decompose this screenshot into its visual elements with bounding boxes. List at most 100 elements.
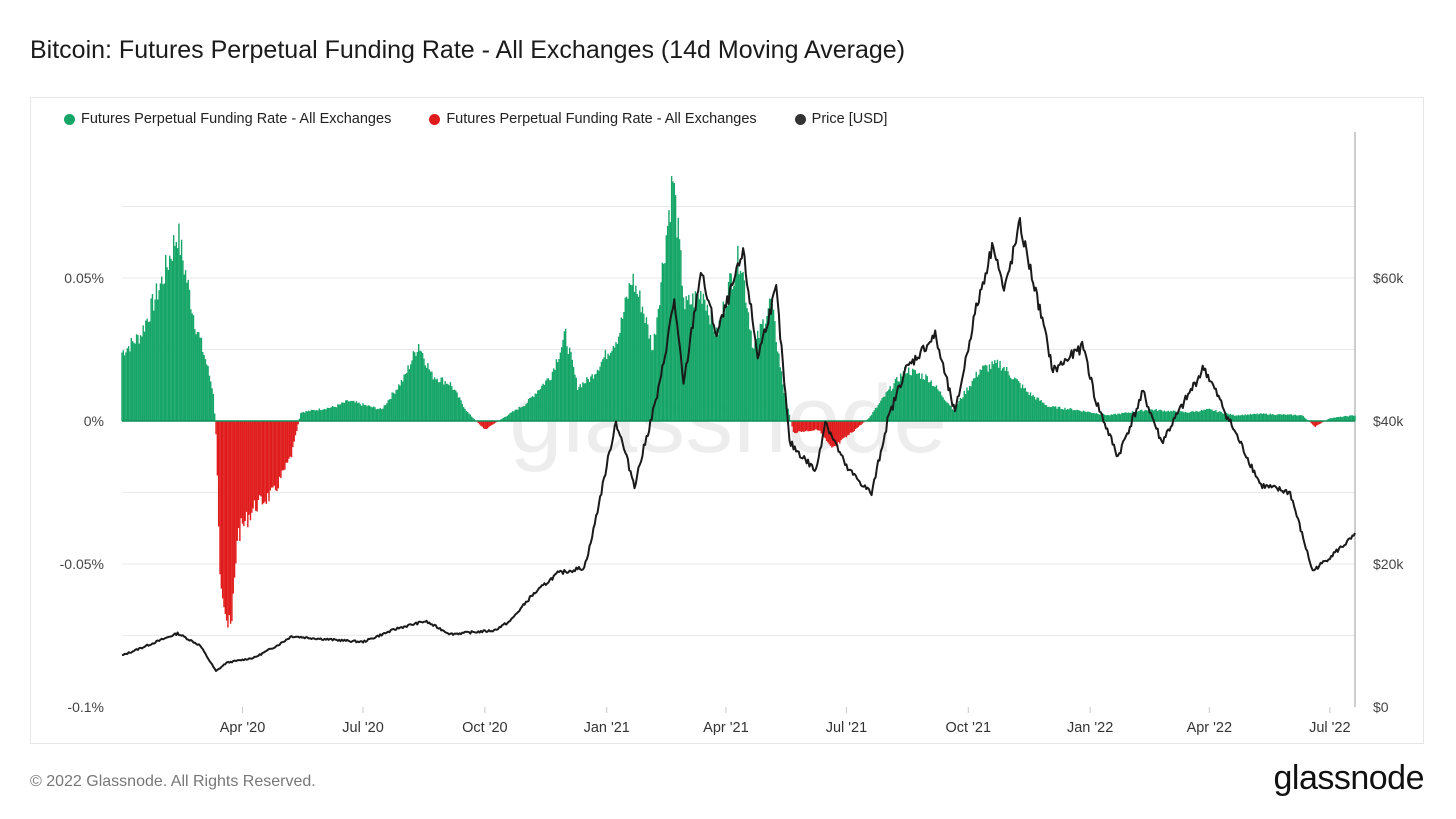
funding-bar-positive <box>1272 413 1274 421</box>
legend-item-price[interactable]: Price [USD] <box>794 111 887 127</box>
funding-bar-positive <box>878 403 881 421</box>
funding-bar-positive <box>1266 414 1269 421</box>
funding-bar-negative <box>239 421 241 542</box>
funding-bar-positive <box>702 293 705 421</box>
funding-bar-negative <box>237 421 240 528</box>
legend-dot-green-icon <box>64 113 75 125</box>
funding-bar-positive <box>949 405 951 421</box>
funding-bar-positive <box>1068 409 1070 421</box>
funding-bar-negative <box>1311 421 1314 425</box>
funding-bar-positive <box>1293 414 1295 421</box>
funding-bar-positive <box>417 344 420 421</box>
funding-bar-positive <box>145 320 147 421</box>
funding-bar-positive <box>363 404 366 421</box>
funding-bar-negative <box>802 421 804 432</box>
funding-bar-positive <box>453 389 456 421</box>
funding-bar-positive <box>726 306 728 421</box>
legend-item-funding-positive[interactable]: Futures Perpetual Funding Rate - All Exc… <box>64 111 391 127</box>
funding-bar-positive <box>1335 417 1338 421</box>
funding-bar-positive <box>431 371 433 421</box>
funding-bar-positive <box>1077 410 1079 421</box>
funding-bar-positive <box>653 333 656 421</box>
funding-bar-positive <box>874 408 877 421</box>
funding-bar-positive <box>531 396 534 421</box>
funding-bar-negative <box>847 421 849 436</box>
funding-bar-positive <box>402 381 404 421</box>
funding-bar-positive <box>473 419 475 421</box>
funding-bar-negative <box>1314 421 1316 428</box>
funding-bar-positive <box>1182 411 1184 421</box>
funding-bar-negative <box>215 421 217 435</box>
funding-bar-positive <box>1163 410 1165 421</box>
funding-bar-positive <box>403 374 405 421</box>
funding-bar-negative <box>858 421 861 426</box>
funding-bar-positive <box>607 353 609 421</box>
funding-bar-negative <box>294 421 297 436</box>
funding-bar-negative <box>219 421 221 575</box>
funding-bar-positive <box>697 294 699 421</box>
funding-bar-positive <box>1114 413 1116 421</box>
funding-bar-positive <box>888 389 890 421</box>
funding-bar-positive <box>137 335 139 421</box>
funding-bar-positive <box>1168 411 1171 421</box>
funding-bar-positive <box>374 407 376 421</box>
funding-bar-positive <box>343 402 346 421</box>
funding-bar-positive <box>511 411 514 421</box>
funding-bar-positive <box>1256 413 1258 421</box>
funding-bar-positive <box>551 371 554 421</box>
funding-bar-positive <box>425 367 428 421</box>
funding-bar-positive <box>1338 417 1340 421</box>
funding-bar-positive <box>176 248 179 421</box>
funding-bar-positive <box>576 389 579 421</box>
funding-bar-negative <box>274 421 277 491</box>
funding-bar-positive <box>1024 387 1026 421</box>
funding-bar-positive <box>1270 414 1273 421</box>
funding-bar-positive <box>346 400 348 421</box>
funding-bar-positive <box>918 372 920 421</box>
funding-bar-positive <box>192 315 195 421</box>
funding-bar-positive <box>182 260 184 421</box>
funding-bar-negative <box>845 421 848 438</box>
funding-bar-positive <box>580 387 583 421</box>
funding-bar-positive <box>643 313 645 421</box>
legend-item-funding-negative[interactable]: Futures Perpetual Funding Rate - All Exc… <box>429 111 757 127</box>
funding-bar-negative <box>833 421 836 447</box>
funding-bar-positive <box>131 341 134 421</box>
funding-bar-negative <box>241 421 244 524</box>
funding-bar-negative <box>799 421 801 432</box>
funding-bar-positive <box>914 370 917 421</box>
funding-bar-positive <box>958 400 960 421</box>
funding-bar-positive <box>909 374 911 421</box>
price-line <box>121 217 1356 672</box>
funding-bar-positive <box>323 408 326 421</box>
funding-bar-positive <box>202 352 204 421</box>
funding-bar-positive <box>366 406 368 421</box>
funding-bar-positive <box>926 376 928 421</box>
funding-bar-positive <box>1143 410 1146 421</box>
funding-bar-negative <box>835 421 837 447</box>
funding-bar-positive <box>1166 411 1168 421</box>
funding-bar-positive <box>1057 406 1060 421</box>
funding-bar-positive <box>1184 411 1187 421</box>
funding-bar-positive <box>708 315 710 421</box>
funding-bar-positive <box>521 407 523 421</box>
funding-bar-positive <box>696 295 698 421</box>
funding-bar-positive <box>158 290 160 421</box>
funding-bar-positive <box>1171 411 1173 421</box>
funding-bar-positive <box>462 407 465 421</box>
funding-bar-positive <box>155 283 158 421</box>
glassnode-logo[interactable]: glassnode <box>1273 759 1424 797</box>
funding-bar-positive <box>549 380 551 421</box>
funding-bar-positive <box>1023 388 1025 421</box>
funding-bar-positive <box>1170 410 1172 421</box>
y-right-tick-label: $0 <box>1373 699 1389 715</box>
funding-bar-positive <box>395 389 397 421</box>
funding-bar-positive <box>775 342 777 421</box>
funding-bar-positive <box>163 283 166 421</box>
funding-bar-positive <box>780 371 783 421</box>
funding-bar-positive <box>929 382 931 421</box>
funding-bar-positive <box>1187 412 1189 421</box>
funding-bar-positive <box>595 373 597 421</box>
legend-dot-red-icon <box>429 113 441 125</box>
